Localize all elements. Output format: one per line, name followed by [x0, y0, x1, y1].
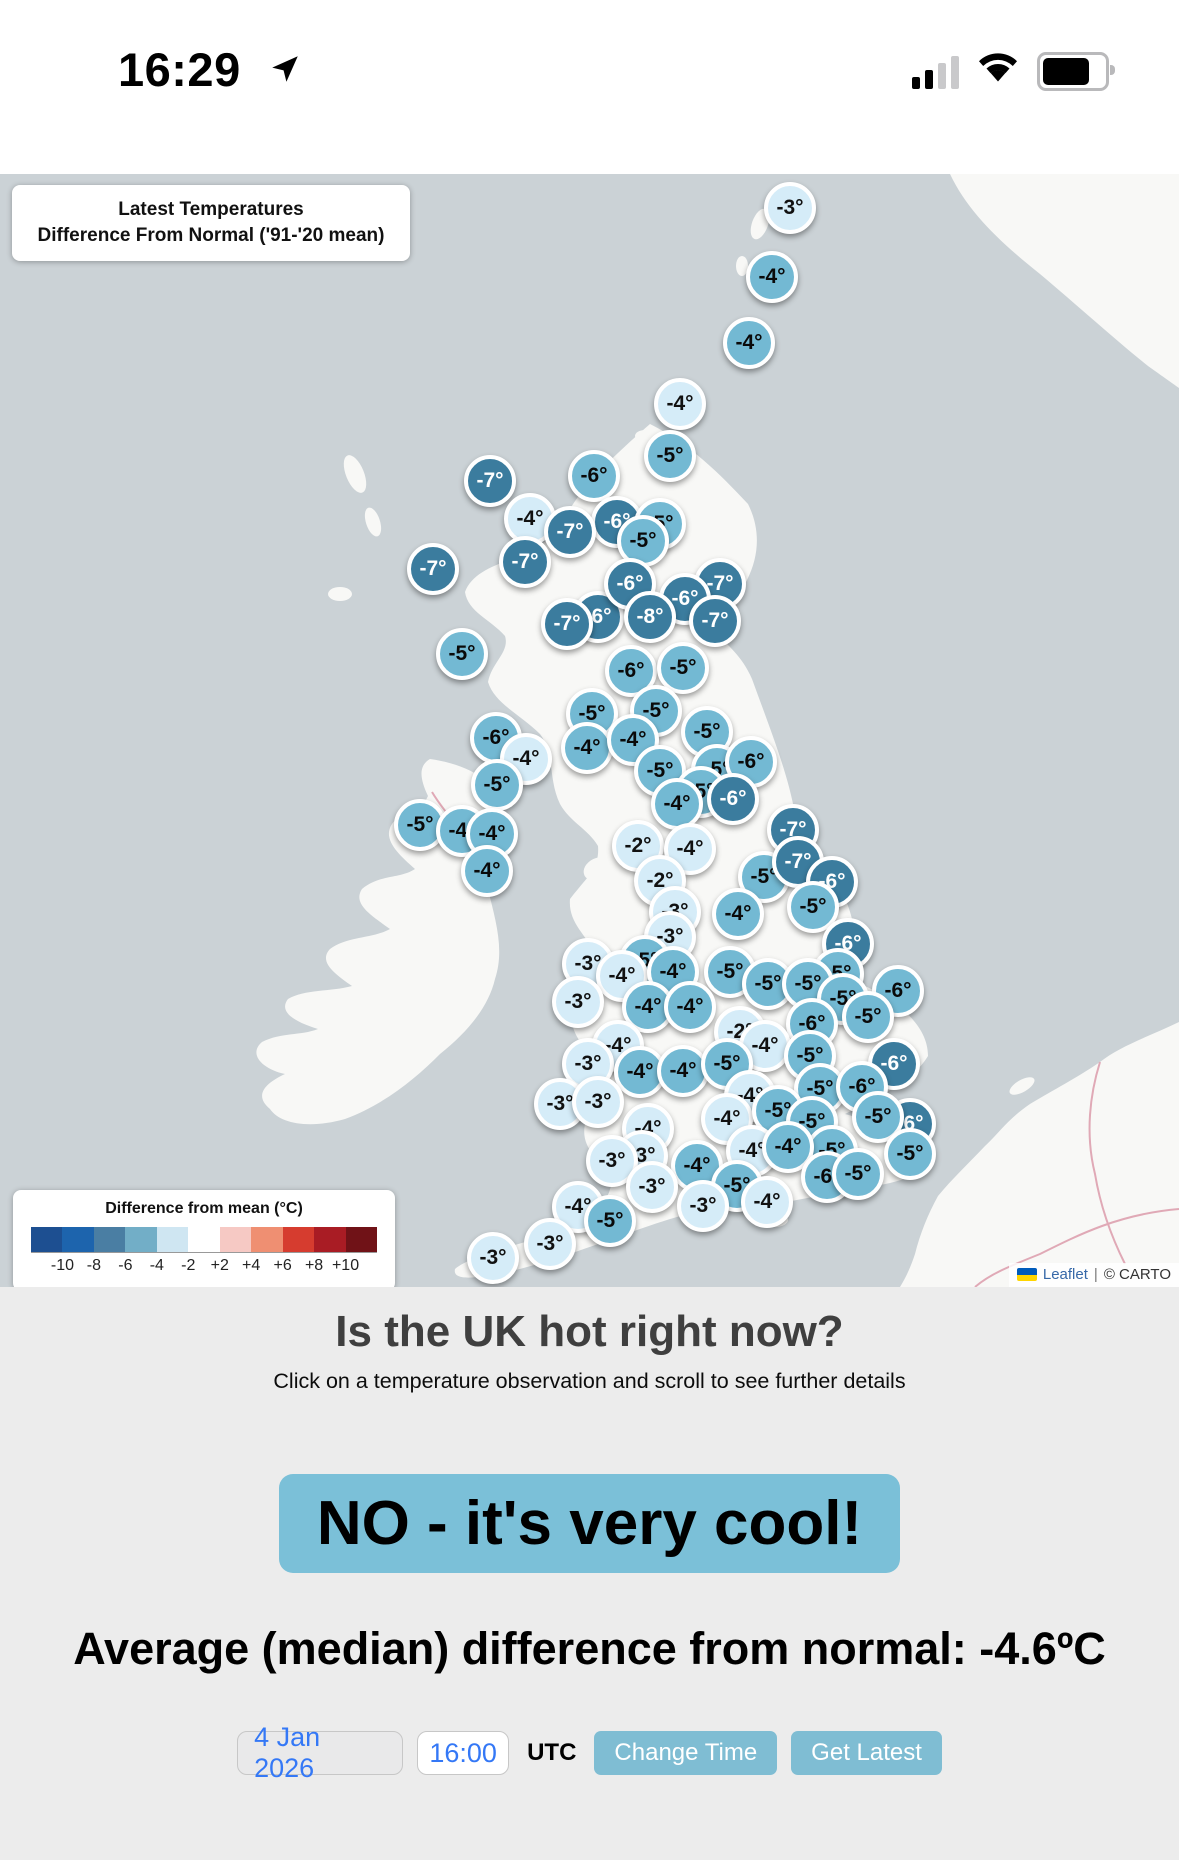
scale-tick-label: -2	[181, 1257, 196, 1274]
scale-tick-label: -10	[50, 1257, 75, 1274]
scale-tick-label: -8	[86, 1257, 102, 1274]
temperature-marker[interactable]: -5°	[832, 1148, 884, 1200]
page-title: Is the UK hot right now?	[335, 1307, 844, 1356]
location-arrow-icon	[268, 52, 302, 91]
verdict-banner: NO - it's very cool!	[278, 1474, 901, 1573]
time-controls: 4 Jan 2026 16:00 UTC Change Time Get Lat…	[237, 1722, 942, 1783]
temperature-marker[interactable]: -3°	[626, 1161, 678, 1213]
temperature-marker[interactable]: -3°	[677, 1180, 729, 1232]
leaflet-link[interactable]: Leaflet	[1042, 1266, 1088, 1283]
temperature-marker[interactable]: -6°	[725, 736, 777, 788]
temperature-marker[interactable]: -5°	[742, 958, 794, 1010]
temperature-marker[interactable]: -5°	[681, 706, 733, 758]
map-legend-title: Latest Temperatures Difference From Norm…	[12, 185, 410, 261]
scale-tick-label: -4	[149, 1257, 164, 1274]
timezone-label: UTC	[527, 1739, 577, 1766]
temperature-marker[interactable]: -4°	[741, 1176, 793, 1228]
temperature-marker[interactable]: -4°	[461, 845, 513, 897]
attribution-separator: |	[1093, 1266, 1098, 1283]
scale-segment	[93, 1227, 126, 1252]
temperature-marker[interactable]: -5°	[884, 1128, 936, 1180]
wifi-icon	[977, 52, 1019, 91]
temperature-marker[interactable]: -3°	[552, 976, 604, 1028]
temperature-marker[interactable]: -7°	[544, 506, 596, 558]
temperature-marker[interactable]: -5°	[471, 759, 523, 811]
scale-tick-label: +6	[273, 1257, 292, 1274]
temperature-marker[interactable]: -3°	[572, 1076, 624, 1128]
temperature-marker[interactable]: -4°	[746, 251, 798, 303]
scale-segment	[62, 1227, 94, 1252]
temperature-marker[interactable]: -4°	[607, 714, 659, 766]
average-difference-text: Average (median) difference from normal:…	[73, 1623, 1106, 1674]
temperature-marker[interactable]: -4°	[622, 981, 674, 1033]
temperature-marker[interactable]: -5°	[657, 642, 709, 694]
time-input[interactable]: 16:00	[417, 1731, 510, 1775]
temperature-marker[interactable]: -3°	[764, 182, 816, 234]
temperature-marker[interactable]: -8°	[624, 591, 676, 643]
scale-tick-label: +8	[304, 1257, 324, 1274]
temperature-marker[interactable]: -7°	[407, 543, 459, 595]
temperature-marker[interactable]: -5°	[787, 881, 839, 933]
temperature-marker[interactable]: -4°	[723, 317, 775, 369]
temperature-marker[interactable]: -5°	[436, 628, 488, 680]
temperature-marker[interactable]: -3°	[467, 1232, 519, 1284]
temperature-marker[interactable]: -3°	[524, 1218, 576, 1270]
carto-link[interactable]: © CARTO	[1103, 1266, 1171, 1283]
page-subtitle: Click on a temperature observation and s…	[273, 1369, 906, 1393]
leaflet-map[interactable]: -3°-4°-4°-4°-5°-7°-6°-4°-6°-5°-7°-5°-7°-…	[0, 174, 1179, 1287]
scale-segment	[219, 1227, 252, 1252]
cellular-signal-icon	[912, 55, 959, 89]
ukraine-flag-icon	[1016, 1268, 1037, 1281]
scale-segment	[251, 1227, 283, 1252]
temperature-marker[interactable]: -7°	[689, 595, 741, 647]
scale-segment	[156, 1227, 189, 1252]
date-input[interactable]: 4 Jan 2026	[237, 1722, 404, 1783]
temperature-marker[interactable]: -6°	[707, 773, 759, 825]
temperature-marker[interactable]: -5°	[584, 1195, 636, 1247]
scale-bar	[31, 1227, 377, 1253]
temperature-marker[interactable]: -5°	[842, 991, 894, 1043]
scale-segment	[314, 1227, 346, 1252]
temperature-marker[interactable]: -7°	[464, 455, 516, 507]
scale-segment	[31, 1227, 63, 1252]
color-scale-title: Difference from mean (°C)	[105, 1200, 303, 1217]
scale-segment	[125, 1227, 157, 1252]
temperature-marker[interactable]: -7°	[499, 536, 551, 588]
color-scale-legend: Difference from mean (°C) -10 -8 -6 -4 -2 +2 +…	[13, 1190, 395, 1287]
ios-status-bar: 16:29	[0, 0, 1179, 174]
temperature-marker[interactable]: -4°	[596, 950, 648, 1002]
scale-tick-label: +4	[242, 1257, 261, 1274]
page-content: Is the UK hot right now? Click on a temp…	[0, 1287, 1179, 1860]
get-latest-button[interactable]: Get Latest	[791, 1731, 942, 1775]
temperature-marker[interactable]: -4°	[762, 1121, 814, 1173]
temperature-marker[interactable]: -3°	[586, 1135, 638, 1187]
temperature-marker[interactable]: -4°	[651, 778, 703, 830]
temperature-marker[interactable]: -4°	[561, 722, 613, 774]
scale-labels: -10 -8 -6 -4 -2 +2 +4 +6 +8 +10	[31, 1257, 377, 1279]
scale-tick-label: +2	[210, 1257, 229, 1274]
temperature-marker[interactable]: -6°	[568, 450, 620, 502]
temperature-marker[interactable]: -6°	[604, 558, 656, 610]
battery-icon	[1037, 52, 1115, 91]
temperature-marker[interactable]: -5°	[644, 430, 696, 482]
change-time-button[interactable]: Change Time	[594, 1731, 778, 1775]
temperature-marker[interactable]: -4°	[712, 888, 764, 940]
scale-segment	[188, 1227, 220, 1252]
scale-tick-label: +10	[331, 1257, 360, 1274]
temperature-marker[interactable]: -4°	[664, 981, 716, 1033]
status-time: 16:29	[118, 43, 241, 96]
map-title-line1: Latest Temperatures	[118, 199, 304, 220]
temperature-marker[interactable]: -4°	[654, 378, 706, 430]
scale-tick-label: -6	[118, 1257, 133, 1274]
temperature-marker[interactable]: -7°	[541, 598, 593, 650]
map-attribution: Leaflet | © CARTO	[1008, 1263, 1179, 1287]
map-title-line2: Difference From Normal ('91-'20 mean)	[37, 225, 385, 246]
scale-segment	[345, 1227, 377, 1252]
scale-segment	[282, 1227, 315, 1252]
